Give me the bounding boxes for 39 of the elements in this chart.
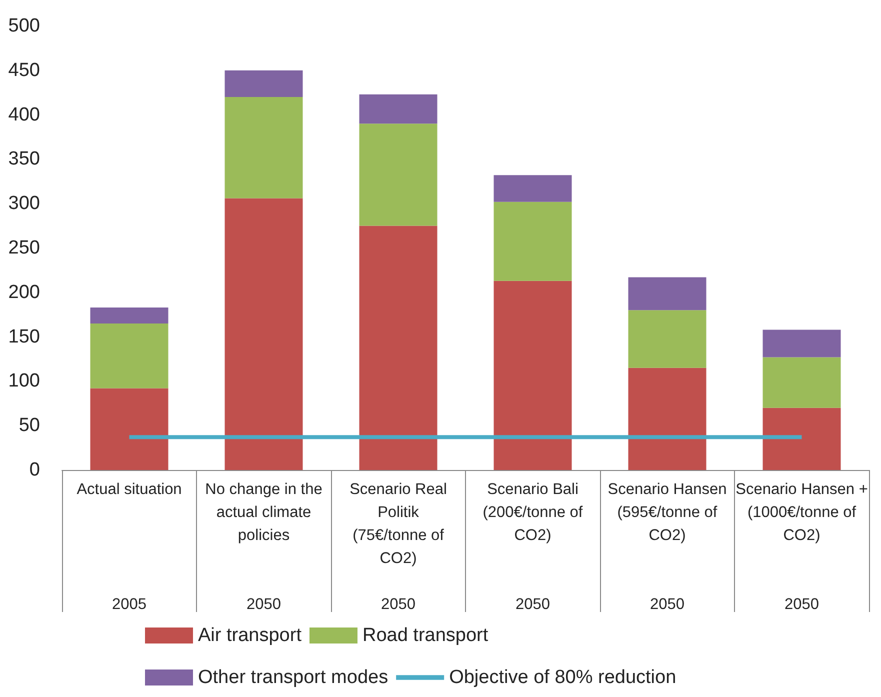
bar — [762, 357, 841, 408]
category-label: No change in the actual climate policies 2050 — [205, 481, 322, 613]
y-tick-label: 200 — [8, 282, 40, 303]
y-tick-label: 300 — [8, 193, 40, 214]
y-tick-label: 0 — [29, 460, 40, 480]
bar — [494, 202, 572, 281]
category-label: Scenario Bali (200€/tonne of CO2) 2050 — [482, 481, 583, 613]
y-tick-label: 250 — [8, 238, 40, 258]
bar — [224, 70, 303, 98]
category-label: Scenario Hansen + (1000€/tonne of CO2) 2050 — [736, 481, 868, 613]
bar — [90, 388, 168, 470]
y-tick-label: 400 — [8, 104, 40, 126]
legend-label: Air transport — [198, 625, 302, 646]
bar — [762, 408, 841, 470]
y-tick-label: 500 — [8, 16, 40, 36]
bar — [494, 175, 572, 202]
bar — [359, 124, 438, 226]
category-label: Scenario Hansen (595€/tonne of CO2) 2050 — [608, 481, 727, 613]
bar — [90, 323, 168, 388]
bar — [762, 330, 841, 358]
bar — [359, 226, 438, 470]
legend-label: Other transport modes — [198, 667, 388, 688]
y-tick-label: 50 — [18, 415, 40, 436]
y-tick-label: 350 — [8, 148, 40, 170]
y-tick-label: 450 — [8, 60, 40, 81]
bar — [628, 368, 706, 470]
legend-label: Road transport — [362, 625, 489, 646]
y-tick-label: 150 — [8, 326, 40, 348]
legend-label: Objective of 80% reduction — [449, 667, 676, 688]
bar — [224, 198, 303, 470]
bar — [90, 307, 168, 324]
bar — [359, 94, 438, 124]
bar — [628, 310, 706, 368]
bar — [628, 277, 706, 310]
bar — [224, 97, 303, 198]
bar — [494, 280, 572, 470]
category-label: Scenario Real Politik (75€/tonne of CO2) 2050 — [350, 481, 447, 613]
y-tick-label: 100 — [8, 370, 40, 392]
category-label: Actual situation 2005 — [76, 481, 182, 613]
